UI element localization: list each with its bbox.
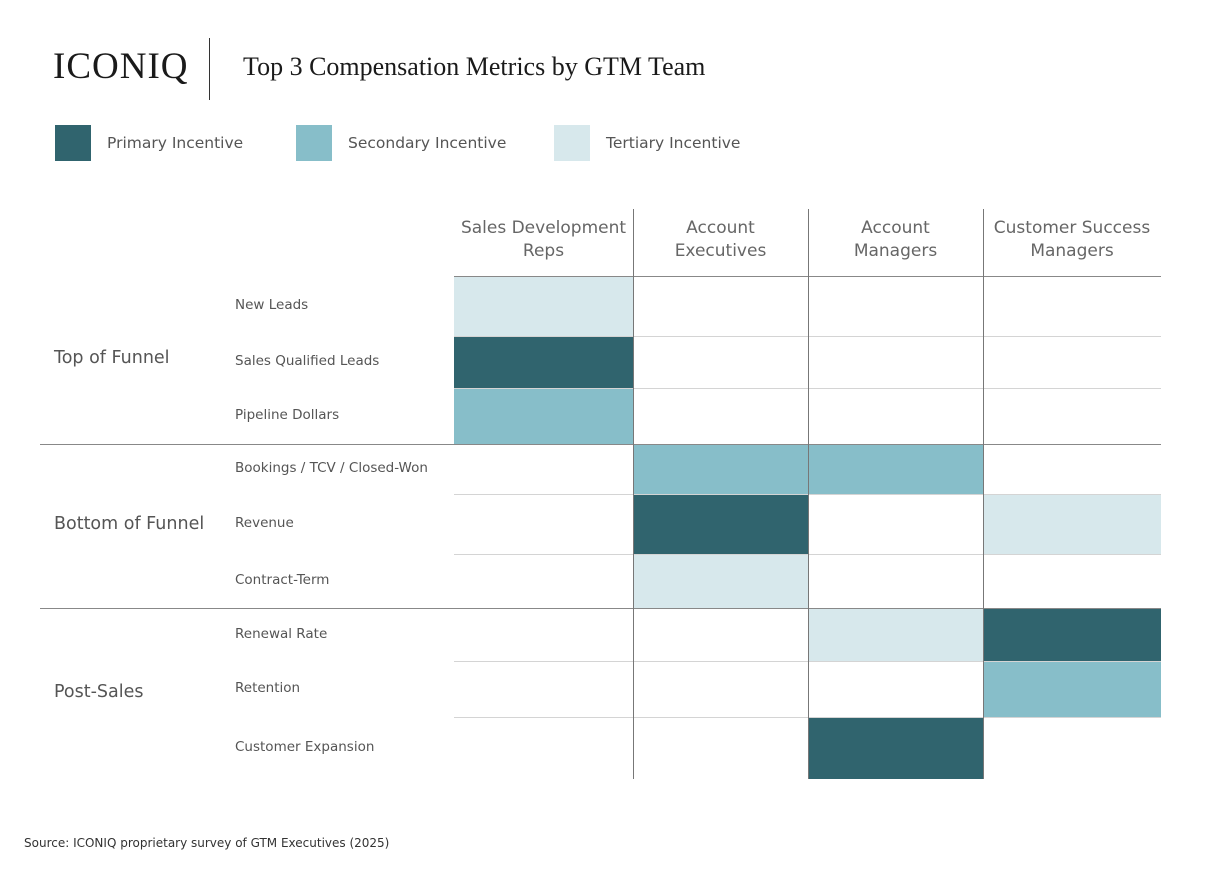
column-divider <box>633 209 634 779</box>
header-rule <box>454 276 1161 277</box>
group-divider <box>40 444 1161 445</box>
column-header-line: Account <box>861 218 930 238</box>
heat-cell <box>808 717 983 779</box>
heat-cell <box>983 608 1161 661</box>
legend-swatch-tertiary <box>554 125 590 161</box>
heat-cell <box>633 444 808 494</box>
row-label-renewal-rate: Renewal Rate <box>235 625 328 642</box>
legend-swatch-primary <box>55 125 91 161</box>
heat-cell <box>983 661 1161 717</box>
legend-secondary: Secondary Incentive <box>296 125 506 161</box>
legend-label-secondary: Secondary Incentive <box>348 134 507 152</box>
row-label-customer-expansion: Customer Expansion <box>235 739 375 755</box>
row-label-pipeline-dollars: Pipeline Dollars <box>235 407 340 423</box>
row-divider <box>454 717 1161 718</box>
source-note: Source: ICONIQ proprietary survey of GTM… <box>24 836 390 850</box>
column-header-customer-success-managers: Customer Success Managers <box>983 217 1161 263</box>
column-header-account-managers: Account Managers <box>808 217 983 263</box>
row-label-contract-term: Contract-Term <box>235 572 330 588</box>
group-label-bottom-of-funnel: Bottom of Funnel <box>54 514 205 534</box>
column-divider <box>983 209 984 779</box>
heat-cell <box>454 336 633 388</box>
row-divider <box>454 336 1161 337</box>
legend-swatch-secondary <box>296 125 332 161</box>
title-divider <box>209 38 210 100</box>
column-header-line: Managers <box>1030 241 1114 261</box>
legend-tertiary: Tertiary Incentive <box>554 125 740 161</box>
column-header-line: Customer Success <box>993 218 1151 238</box>
legend-primary: Primary Incentive <box>55 125 243 161</box>
row-label-bookings-tcv-closed-won: Bookings / TCV / Closed-Won <box>235 460 428 476</box>
group-divider <box>40 608 1161 609</box>
column-header-line: Managers <box>853 241 938 261</box>
heat-cell <box>633 554 808 608</box>
chart-title: Top 3 Compensation Metrics by GTM Team <box>243 52 706 81</box>
row-label-new-leads: New Leads <box>235 297 309 313</box>
heat-cell <box>633 494 808 554</box>
heat-cell <box>983 494 1161 554</box>
iconiq-logo: ICONIQ <box>53 46 189 87</box>
row-divider <box>454 661 1161 662</box>
row-divider <box>454 494 1161 495</box>
column-header-sales-development-reps: Sales Development Reps <box>454 217 633 263</box>
heat-cell <box>454 276 633 336</box>
column-divider <box>808 209 809 779</box>
row-label-revenue: Revenue <box>235 515 294 531</box>
column-header-line: Reps <box>522 241 565 261</box>
column-header-line: Executives <box>674 241 767 261</box>
legend-label-tertiary: Tertiary Incentive <box>606 134 741 152</box>
heat-cell <box>808 608 983 661</box>
row-label-sales-qualified-leads: Sales Qualified Leads <box>235 353 380 369</box>
column-header-line: Sales Development <box>460 218 627 238</box>
legend-label-primary: Primary Incentive <box>107 134 244 152</box>
column-header-line: Account <box>686 218 755 238</box>
row-divider <box>454 388 1161 389</box>
heat-cell <box>808 444 983 494</box>
row-label-retention: Retention <box>235 680 301 696</box>
row-divider <box>454 554 1161 555</box>
group-label-post-sales: Post-Sales <box>54 681 144 702</box>
group-label-top-of-funnel: Top of Funnel <box>54 348 170 368</box>
heat-cell <box>454 388 633 444</box>
column-header-account-executives: Account Executives <box>633 217 808 263</box>
